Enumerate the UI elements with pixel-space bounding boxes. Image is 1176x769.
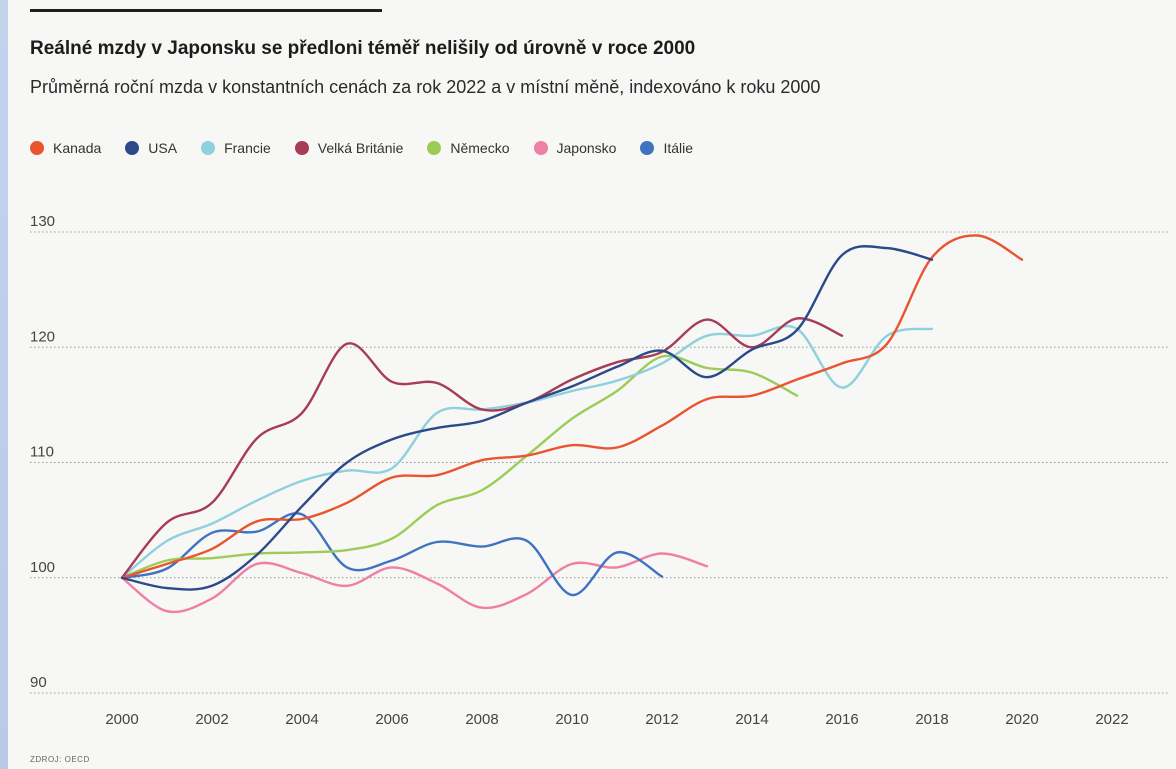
series-line-it-lie <box>120 512 664 597</box>
legend-dot-icon <box>427 141 442 155</box>
y-tick-label: 110 <box>30 444 54 461</box>
legend-item-francie: Francie <box>201 140 271 156</box>
legend-item-kanada: Kanada <box>30 140 101 156</box>
legend-dot-icon <box>125 141 140 155</box>
chart-title: Reálné mzdy v Japonsku se předloni téměř… <box>30 38 696 59</box>
x-tick-label: 2004 <box>285 711 318 728</box>
legend-item-nemecko: Německo <box>427 140 510 156</box>
legend-label: Francie <box>224 140 271 156</box>
y-tick-label: 120 <box>30 328 55 345</box>
x-tick-label: 2020 <box>1005 711 1038 728</box>
legend-label: Kanada <box>53 140 102 156</box>
x-tick-label: 2000 <box>105 711 138 728</box>
y-tick-label: 130 <box>30 213 55 230</box>
y-tick-label: 100 <box>30 559 55 576</box>
chart-legend: Kanada USA Francie Velká Británie Německ… <box>30 140 693 156</box>
chart-subtitle: Průměrná roční mzda v konstantních cenác… <box>30 77 821 97</box>
legend-label: Velká Británie <box>317 140 404 156</box>
legend-label: Japonsko <box>556 140 617 156</box>
source-note: ZDROJ: OECD <box>30 755 90 764</box>
x-tick-label: 2016 <box>825 711 858 728</box>
x-tick-label: 2012 <box>645 711 678 728</box>
x-tick-label: 2006 <box>375 711 408 728</box>
series-line-japonsko <box>120 552 709 614</box>
x-tick-label: 2022 <box>1095 711 1128 728</box>
x-tick-label: 2008 <box>465 711 498 728</box>
legend-item-usa: USA <box>125 140 177 156</box>
y-tick-label: 90 <box>30 674 47 691</box>
legend-dot-icon <box>294 141 309 155</box>
legend-item-japonsko: Japonsko <box>533 140 617 156</box>
x-tick-label: 2010 <box>555 711 588 728</box>
x-tick-label: 2002 <box>195 711 228 728</box>
series-line-usa <box>120 245 934 591</box>
legend-item-italie: Itálie <box>640 140 693 156</box>
legend-label: USA <box>148 140 178 156</box>
legend-item-velka-britanie: Velká Británie <box>294 140 404 156</box>
series-line-velk-brit-nie <box>120 317 844 579</box>
top-rule <box>30 9 382 12</box>
chart-card <box>8 0 1176 769</box>
legend-dot-icon <box>30 141 44 155</box>
series-line-kanada <box>120 234 1024 579</box>
legend-dot-icon <box>201 141 216 155</box>
legend-label: Itálie <box>663 140 694 156</box>
legend-dot-icon <box>533 141 548 155</box>
x-tick-label: 2018 <box>915 711 948 728</box>
series-line-n-mecko <box>120 354 799 579</box>
x-tick-label: 2014 <box>735 711 768 728</box>
legend-dot-icon <box>640 141 655 155</box>
legend-label: Německo <box>450 140 510 156</box>
